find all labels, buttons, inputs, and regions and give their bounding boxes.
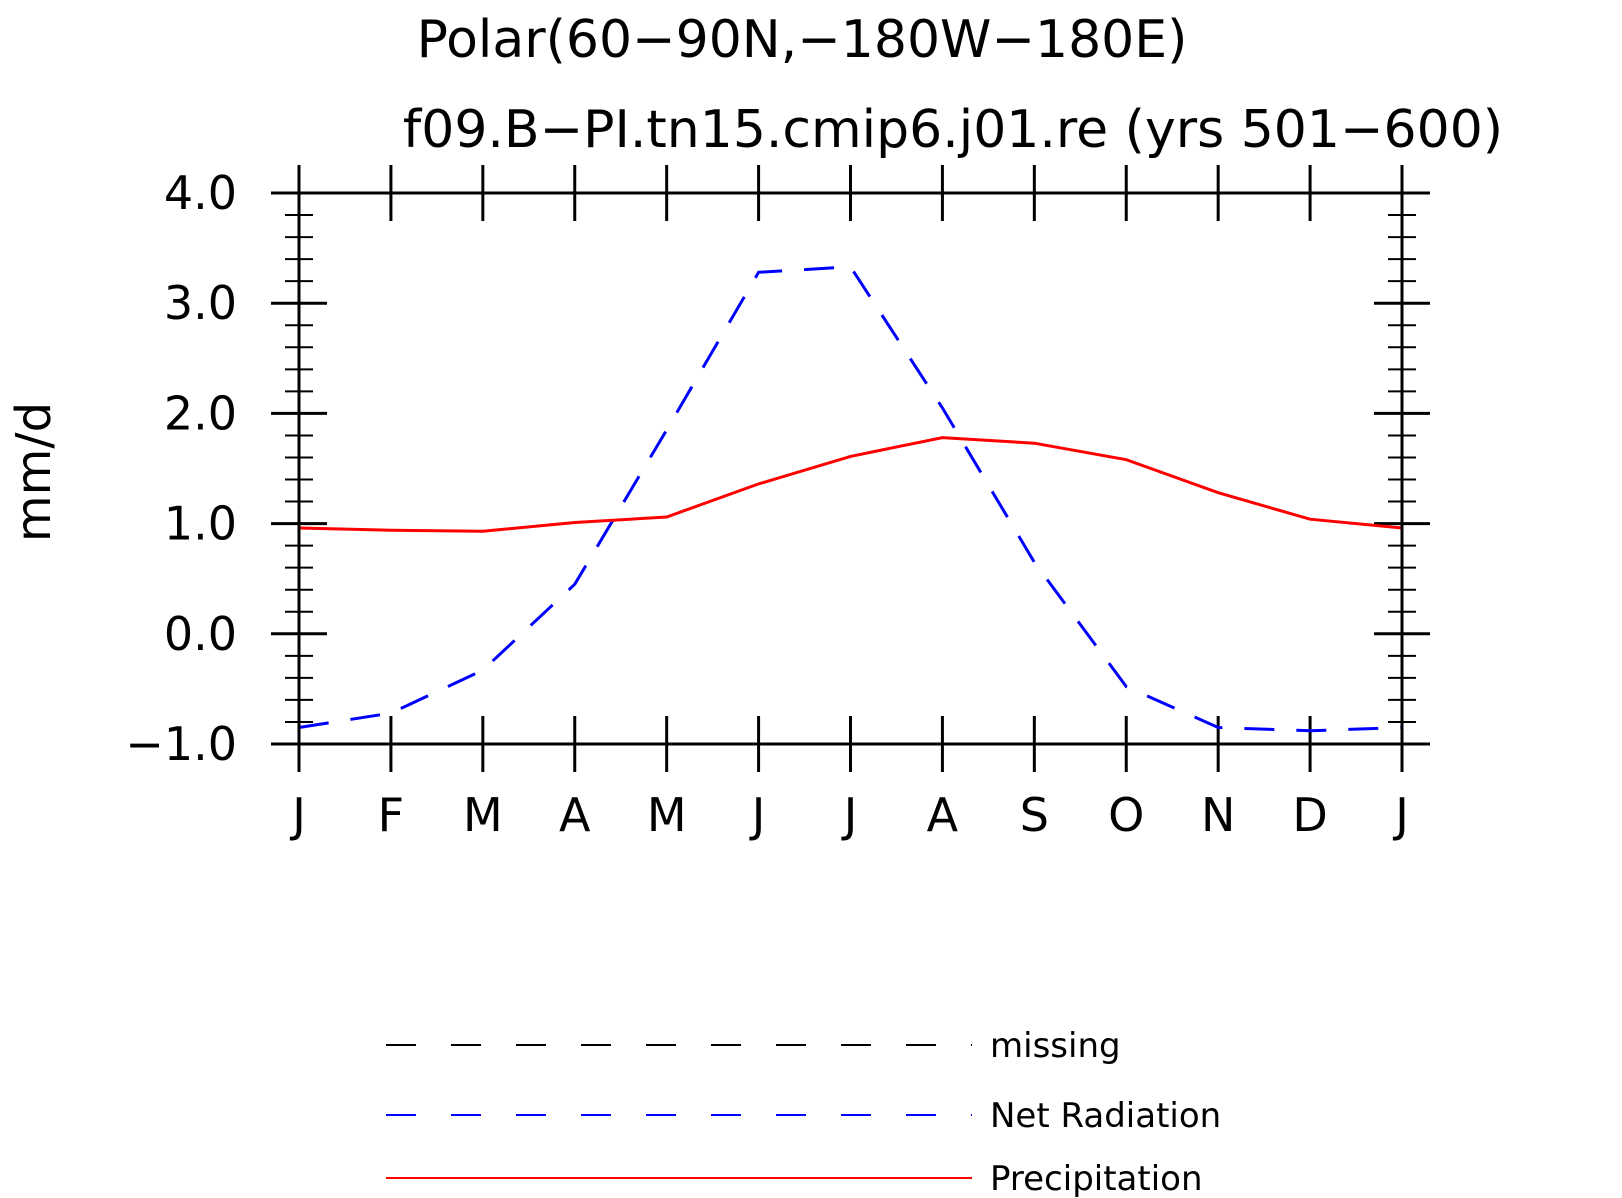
plot-frame [297,191,1404,746]
legend: missing Net Radiation Precipitation [386,1026,1221,1198]
legend-label-precipitation: Precipitation [990,1159,1203,1198]
y-tick-label: 2.0 [164,386,237,440]
y-tick-label: −1.0 [125,717,237,771]
legend-label-missing: missing [990,1026,1121,1066]
y-tick-label: 1.0 [164,497,237,551]
chart-subtitle: f09.B−PI.tn15.cmip6.j01.re (yrs 501−600) [403,100,1503,160]
x-tick-label: J [749,788,766,842]
x-tick-label: D [1292,788,1327,842]
series-lines [298,265,1403,733]
x-tick-label: O [1108,788,1144,842]
x-tick-label: F [378,788,404,842]
x-tick-label: S [1020,788,1049,842]
series-line-precipitation [298,436,1403,533]
x-tick-label: A [927,788,959,842]
series-line-net-radiation [298,265,1403,733]
x-tick-label: J [841,788,858,842]
y-tick-label: 0.0 [164,607,237,661]
legend-label-net-radiation: Net Radiation [990,1096,1221,1136]
axis-ticks [271,165,1430,772]
x-tick-label: J [1392,788,1409,842]
y-axis-label: mm/d [6,402,62,542]
x-tick-label: N [1201,788,1235,842]
y-tick-label: 4.0 [164,166,237,220]
y-tick-label: 3.0 [164,276,237,330]
x-tick-label: J [289,788,306,842]
x-tick-label: M [463,788,503,842]
chart-title: Polar(60−90N,−180W−180E) [417,10,1188,70]
tick-labels: J F M A M J J A S O N D J −1.0 0.0 1.0 2.0 3.0 4.0 [125,166,1408,842]
x-tick-label: A [559,788,591,842]
x-tick-label: M [647,788,687,842]
